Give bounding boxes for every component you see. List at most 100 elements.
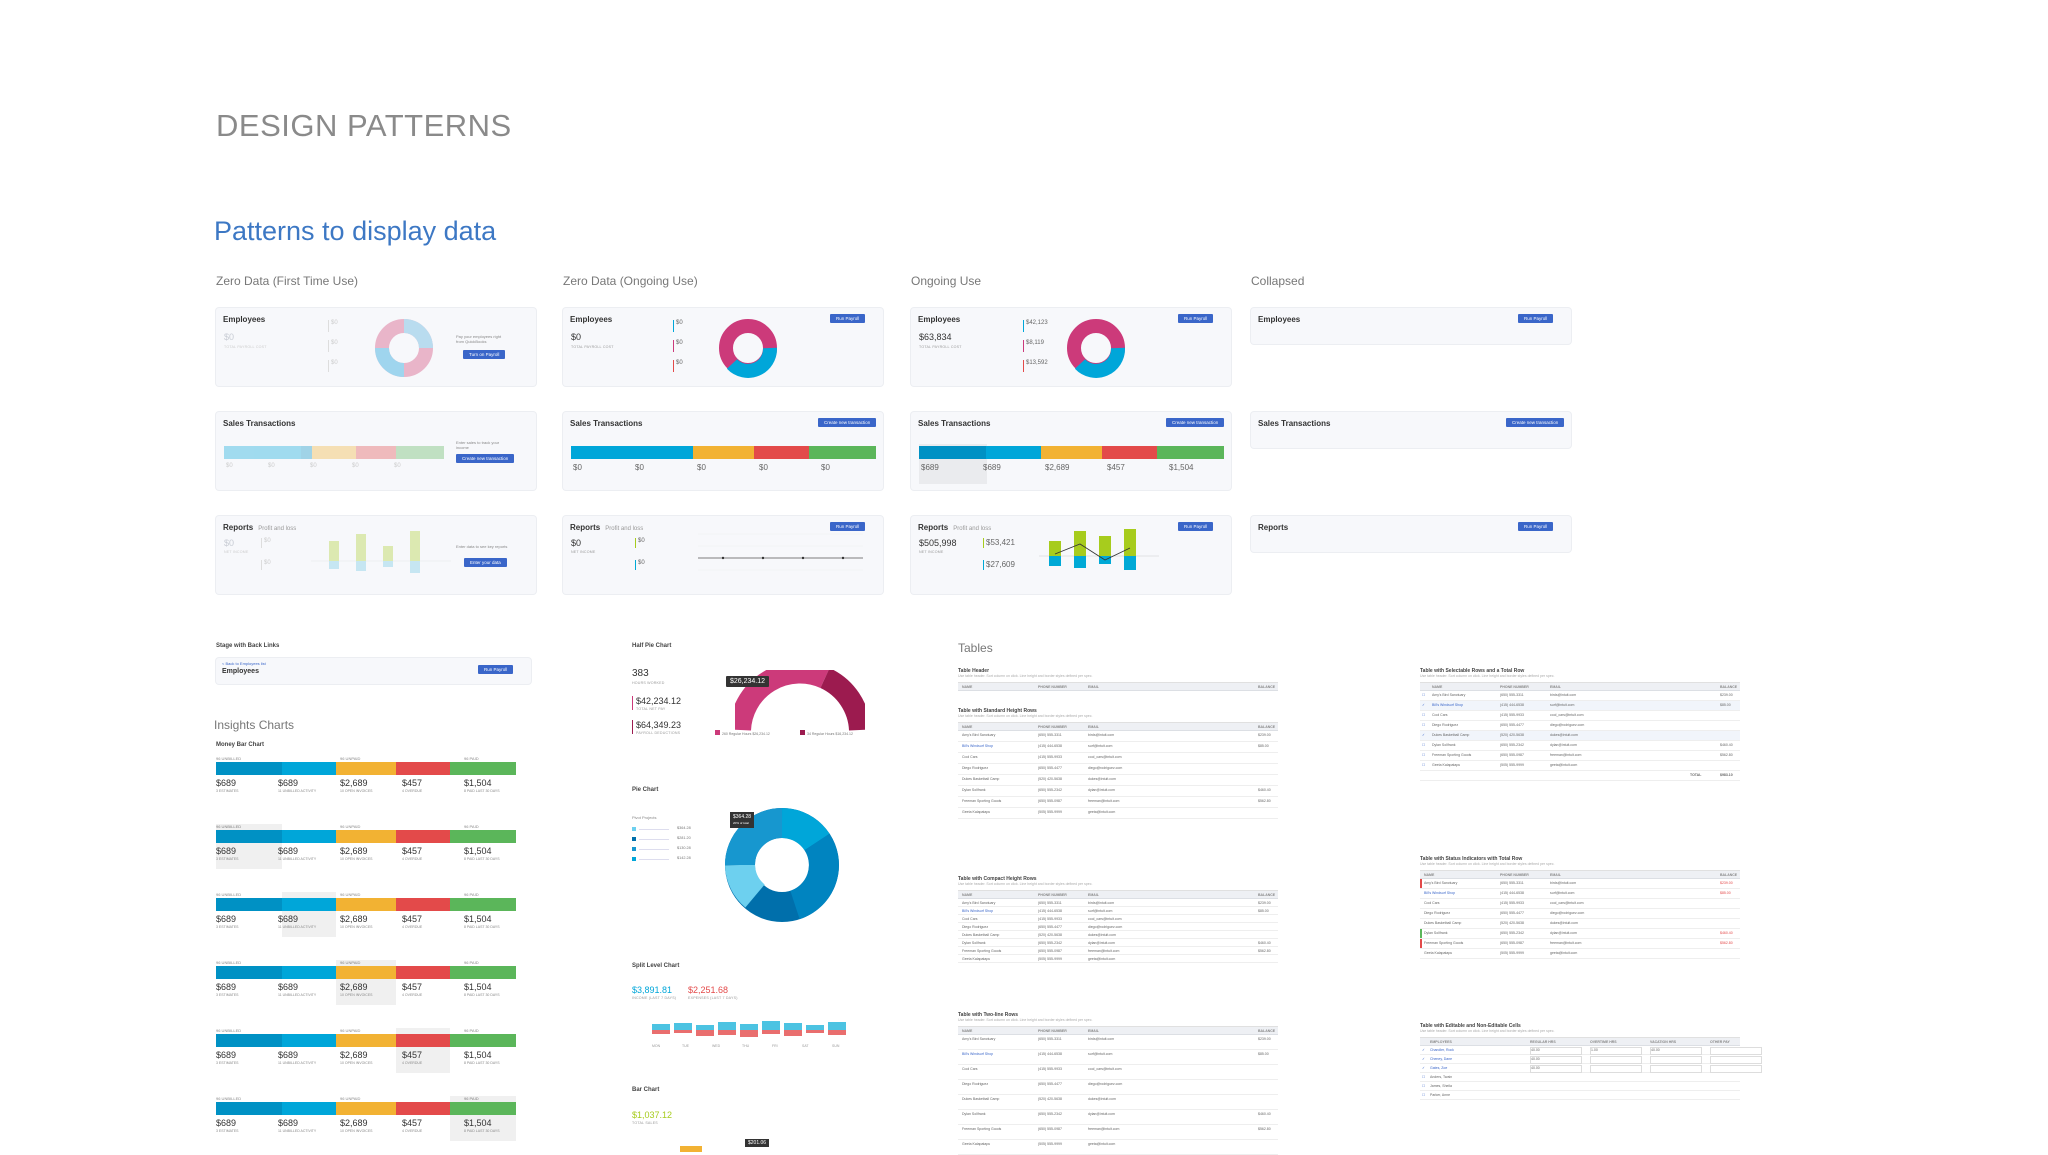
header-cell[interactable]: EMAIL <box>1088 892 1099 897</box>
customer-name[interactable]: Diego Rodriguez <box>1432 723 1459 727</box>
customer-name[interactable]: Dukes Basketball Camp <box>1432 733 1470 737</box>
row-checkbox[interactable]: ☐ <box>1422 1084 1426 1088</box>
create-transaction-button[interactable]: Create new transaction <box>1166 418 1225 427</box>
run-report-button[interactable]: Run Payroll <box>1518 522 1554 531</box>
income-bar[interactable] <box>740 1024 758 1030</box>
table-row[interactable]: Freeman Sporting Goods (650) 555-0987 free… <box>1420 939 1740 949</box>
header-cell[interactable]: EMPLOYEES <box>1430 1039 1452 1044</box>
header-cell[interactable]: BALANCE <box>1720 684 1738 689</box>
table-row[interactable]: ☐ Dylan Sollfrank (650) 555-2342 dylan@intu… <box>1420 741 1740 751</box>
table-row[interactable]: ✓ Bill's Windsurf Shop (415) 444-6538 surf@… <box>1420 701 1740 711</box>
header-cell[interactable]: PHONE NUMBER <box>1038 1028 1067 1033</box>
customer-name[interactable]: Freeman Sporting Goods <box>1424 941 1464 945</box>
email-address[interactable]: birds@intuit.com <box>1550 881 1577 885</box>
email-address[interactable]: cool_cars@intuit.com <box>1088 917 1122 921</box>
expense-bar[interactable] <box>762 1030 780 1034</box>
table-row[interactable]: Geeta Kalapatapu (505) 555-9999 geeta@intu… <box>958 955 1278 963</box>
table-row[interactable]: ✓ Chandler, Rock 40.00 1.00 40.00 <box>1420 1046 1762 1055</box>
table-row[interactable]: Amy's Bird Sanctuary (650) 555-3311 birds@… <box>958 731 1278 742</box>
customer-name[interactable]: Cool Cars <box>962 1067 978 1071</box>
email-address[interactable]: birds@intuit.com <box>1088 1037 1115 1041</box>
email-address[interactable]: surf@intuit.com <box>1088 744 1113 748</box>
bar-segment[interactable] <box>396 898 450 911</box>
header-cell[interactable]: PHONE NUMBER <box>1038 684 1067 689</box>
header-cell[interactable]: PHONE NUMBER <box>1500 872 1529 877</box>
table-row[interactable]: ☐ Diego Rodriguez (650) 555-4477 diego@rodr… <box>1420 721 1740 731</box>
customer-name[interactable]: Geeta Kalapatapu <box>1432 763 1461 767</box>
header-cell[interactable]: BALANCE <box>1258 724 1276 729</box>
customer-name[interactable]: Dylan Sollfrank <box>1432 743 1456 747</box>
expense-bar[interactable] <box>718 1030 736 1035</box>
customer-name[interactable]: Dylan Sollfrank <box>1424 931 1448 935</box>
bar-segment[interactable] <box>450 830 516 843</box>
table-row[interactable]: ☐ Amy's Bird Sanctuary (650) 555-3311 birds… <box>1420 691 1740 701</box>
bar-segment[interactable] <box>396 966 450 979</box>
bar-segment[interactable] <box>450 1102 516 1115</box>
customer-name[interactable]: Diego Rodriguez <box>962 925 989 929</box>
bar-segment[interactable] <box>216 1034 282 1047</box>
email-address[interactable]: cool_cars@intuit.com <box>1550 713 1584 717</box>
email-address[interactable]: dylan@intuit.com <box>1088 941 1115 945</box>
customer-name[interactable]: Amy's Bird Sanctuary <box>962 1037 996 1041</box>
email-address[interactable]: surf@intuit.com <box>1088 1052 1113 1056</box>
customer-name[interactable]: Cool Cars <box>1432 713 1448 717</box>
bar-segment[interactable] <box>282 966 336 979</box>
header-cell[interactable]: OVERTIME HRS <box>1590 1039 1617 1044</box>
table-row[interactable]: Bill's Windsurf Shop (415) 444-6538 surf@i… <box>958 742 1278 753</box>
table-row[interactable]: Bill's Windsurf Shop (415) 444-6538 surf@i… <box>958 907 1278 915</box>
customer-name[interactable]: Geeta Kalapatapu <box>962 810 991 814</box>
email-address[interactable]: geeta@intuit.com <box>1550 763 1578 767</box>
run-report-button[interactable]: Run Payroll <box>1178 522 1214 531</box>
bar-segment[interactable] <box>336 1034 396 1047</box>
email-address[interactable]: freeman@intuit.com <box>1088 1127 1120 1131</box>
table-row[interactable]: Diego Rodriguez (650) 555-4477 diego@rodri… <box>958 764 1278 775</box>
turn-on-payroll-button[interactable]: Turn on Payroll <box>463 350 506 359</box>
table-row[interactable]: ☐ Anders, Twain <box>1420 1073 1740 1082</box>
editable-cell[interactable] <box>1710 1056 1762 1064</box>
row-checkbox[interactable]: ☐ <box>1422 713 1426 717</box>
email-address[interactable]: surf@intuit.com <box>1088 909 1113 913</box>
email-address[interactable]: dukes@intuit.com <box>1088 933 1116 937</box>
create-transaction-button[interactable]: Create new transaction <box>1506 418 1565 427</box>
editable-cell[interactable]: 1.00 <box>1590 1047 1642 1055</box>
table-row[interactable]: ☐ Geeta Kalapatapu (505) 555-9999 geeta@int… <box>1420 761 1740 771</box>
header-cell[interactable]: NAME <box>962 892 973 897</box>
bar-segment[interactable] <box>396 1034 450 1047</box>
customer-name[interactable]: Bill's Windsurf Shop <box>1424 891 1456 895</box>
customer-name[interactable]: Cool Cars <box>962 917 978 921</box>
header-cell[interactable]: EMAIL <box>1088 1028 1099 1033</box>
row-checkbox[interactable]: ☐ <box>1422 743 1426 747</box>
bar-segment[interactable] <box>336 1102 396 1115</box>
bar-segment[interactable] <box>450 762 516 775</box>
email-address[interactable]: freeman@intuit.com <box>1088 949 1120 953</box>
editable-cell[interactable] <box>1650 1056 1702 1064</box>
bar-segment[interactable] <box>450 966 516 979</box>
expense-bar[interactable] <box>784 1030 802 1036</box>
row-checkbox[interactable]: ☐ <box>1422 1093 1426 1097</box>
bar-segment[interactable] <box>282 830 336 843</box>
customer-name[interactable]: Bill's Windsurf Shop <box>962 1052 994 1056</box>
email-address[interactable]: freeman@intuit.com <box>1550 753 1582 757</box>
customer-name[interactable]: Diego Rodriguez <box>1424 911 1451 915</box>
table-row[interactable]: Diego Rodriguez (650) 555-4477 diego@rodri… <box>958 1080 1278 1095</box>
email-address[interactable]: dylan@intuit.com <box>1550 931 1577 935</box>
header-cell[interactable]: NAME <box>962 684 973 689</box>
table-row[interactable]: Diego Rodriguez (650) 555-4477 diego@rodri… <box>958 923 1278 931</box>
customer-name[interactable]: Cool Cars <box>962 755 978 759</box>
bar-segment[interactable] <box>336 898 396 911</box>
income-bar[interactable] <box>652 1024 670 1030</box>
table-row[interactable]: Cool Cars (415) 555-9933 cool_cars@intuit.… <box>958 753 1278 764</box>
header-cell[interactable]: PHONE NUMBER <box>1038 724 1067 729</box>
customer-name[interactable]: Diego Rodriguez <box>962 766 989 770</box>
header-cell[interactable]: BALANCE <box>1258 684 1276 689</box>
customer-name[interactable]: Geeta Kalapatapu <box>962 1142 991 1146</box>
create-transaction-button[interactable]: Create new transaction <box>818 418 877 427</box>
customer-name[interactable]: Amy's Bird Sanctuary <box>1424 881 1458 885</box>
expense-bar[interactable] <box>652 1030 670 1034</box>
editable-cell[interactable]: 40.00 <box>1530 1056 1582 1064</box>
customer-name[interactable]: Bill's Windsurf Shop <box>1432 703 1464 707</box>
editable-cell[interactable]: 40.00 <box>1530 1065 1582 1073</box>
email-address[interactable]: dylan@intuit.com <box>1088 788 1115 792</box>
table-row[interactable]: ☐ Cool Cars (415) 555-9933 cool_cars@intuit… <box>1420 711 1740 721</box>
expense-bar[interactable] <box>696 1030 714 1036</box>
